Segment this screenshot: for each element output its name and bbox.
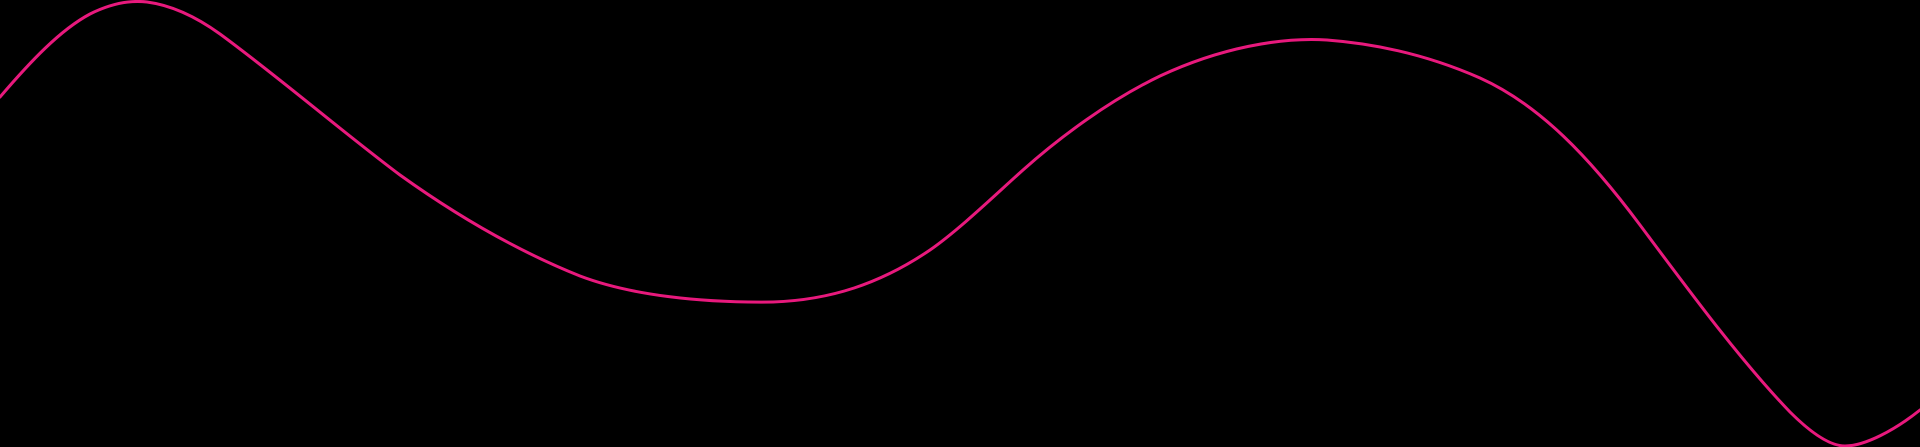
chart-background [0,0,1920,447]
line-chart-svg [0,0,1920,447]
chart-canvas [0,0,1920,447]
wave-curve-path [0,0,1920,447]
